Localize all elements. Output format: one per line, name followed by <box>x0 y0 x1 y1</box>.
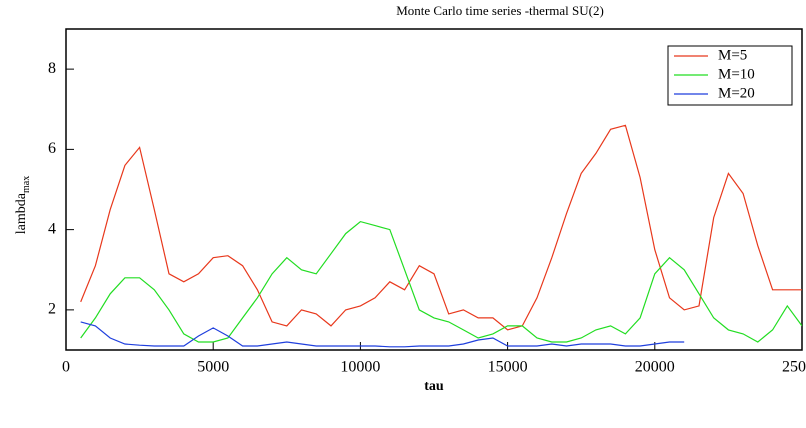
y-axis-label-sub: max <box>21 176 32 193</box>
x-tick-label: 0 <box>62 359 70 376</box>
y-axis-label: lambdamax <box>14 176 32 234</box>
y-axis-label-main: lambda <box>14 192 29 234</box>
x-tick-label: 20000 <box>635 359 675 376</box>
y-tick-label: 4 <box>48 220 56 237</box>
series-line <box>80 220 802 343</box>
x-tick-label: 15000 <box>488 359 528 376</box>
chart-title: Monte Carlo time series -thermal SU(2) <box>396 3 604 18</box>
y-tick-label: 6 <box>48 140 56 157</box>
x-tick-label: 10000 <box>340 359 380 376</box>
plot-frame <box>65 28 803 351</box>
y-tick-label: 8 <box>48 60 56 77</box>
x-tick-label: 25000 <box>782 359 806 376</box>
series-line <box>80 321 685 348</box>
x-axis-label: tau <box>424 379 444 394</box>
y-tick-label: 2 <box>48 301 56 318</box>
series-line <box>80 124 802 331</box>
legend-label: M=20 <box>718 85 755 101</box>
x-tick-label: 5000 <box>197 359 229 376</box>
legend-label: M=10 <box>718 66 755 82</box>
legend-label: M=5 <box>718 47 747 63</box>
